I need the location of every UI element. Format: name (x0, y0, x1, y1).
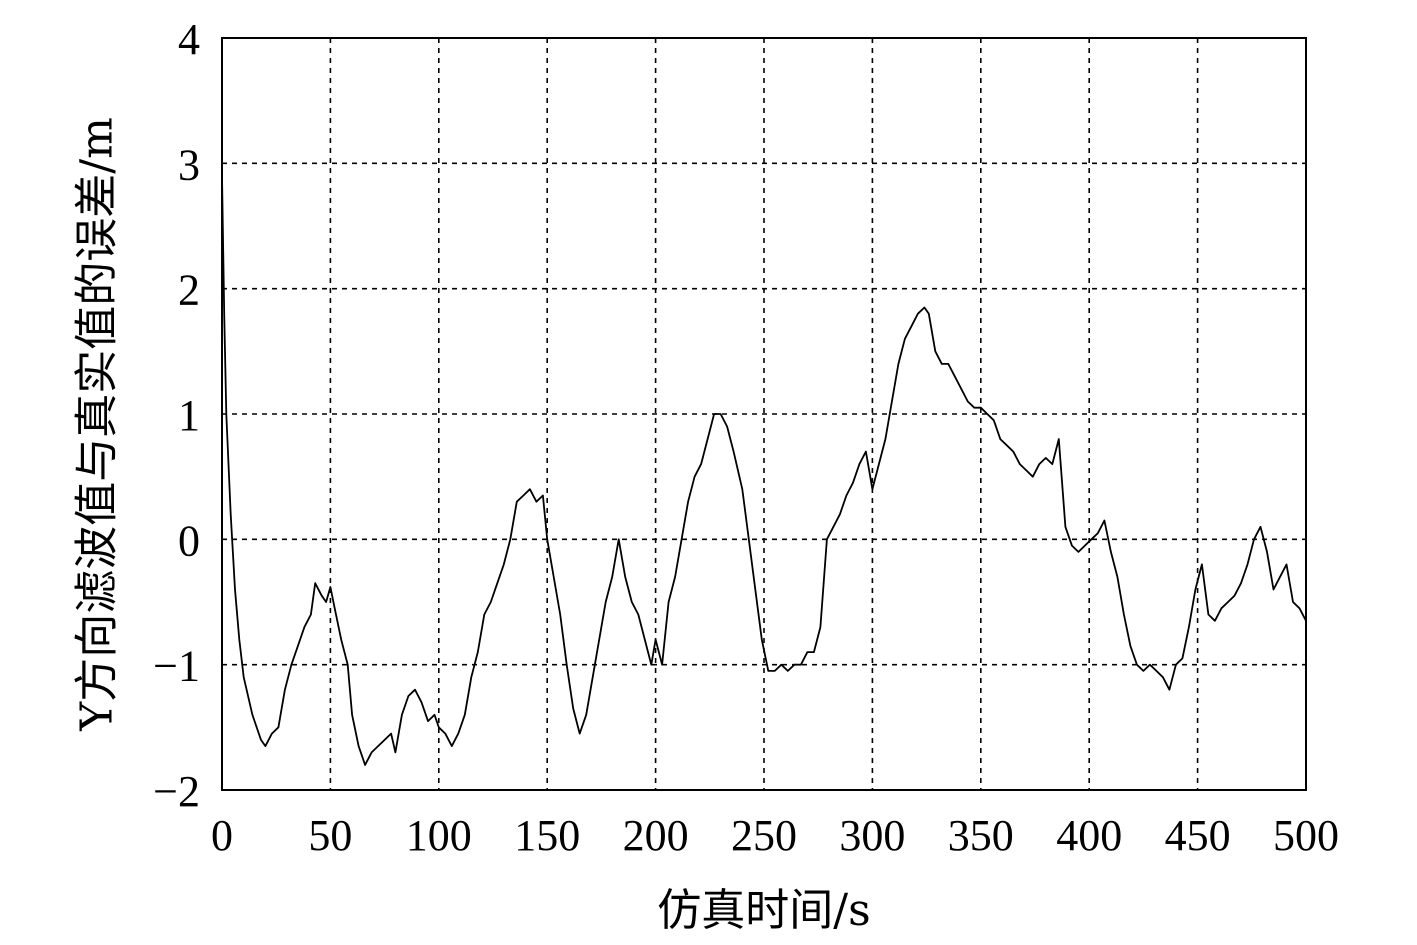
y-tick-label: 0 (178, 516, 200, 565)
x-tick-label: 300 (839, 811, 905, 860)
x-tick-label: 250 (731, 811, 797, 860)
y-tick-label: 1 (178, 391, 200, 440)
x-tick-label: 400 (1056, 811, 1122, 860)
x-axis-ticks: 0 50 100 150 200 250 300 350 400 450 500 (211, 811, 1339, 860)
y-tick-label: 3 (178, 140, 200, 189)
plot-frame (221, 37, 1307, 791)
y-axis-title: Y方向滤波值与真实值的误差/m (72, 117, 123, 732)
x-tick-label: 350 (948, 811, 1014, 860)
y-tick-label: −1 (153, 642, 200, 691)
x-tick-label: 200 (623, 811, 689, 860)
x-tick-label: 450 (1165, 811, 1231, 860)
x-tick-label: 150 (514, 811, 580, 860)
x-axis-title: 仿真时间/s (657, 885, 870, 936)
y-tick-label: 2 (178, 266, 200, 315)
x-tick-label: 500 (1273, 811, 1339, 860)
x-tick-label: 50 (308, 811, 352, 860)
x-tick-label: 0 (211, 811, 233, 860)
y-tick-label: 4 (178, 15, 200, 64)
y-tick-label: −2 (153, 767, 200, 816)
series-layer (221, 175, 1307, 766)
y-axis-ticks: −2 −1 0 1 2 3 4 (153, 15, 200, 816)
x-tick-label: 100 (406, 811, 472, 860)
grid (222, 38, 1306, 790)
series-line-0 (221, 175, 1307, 766)
